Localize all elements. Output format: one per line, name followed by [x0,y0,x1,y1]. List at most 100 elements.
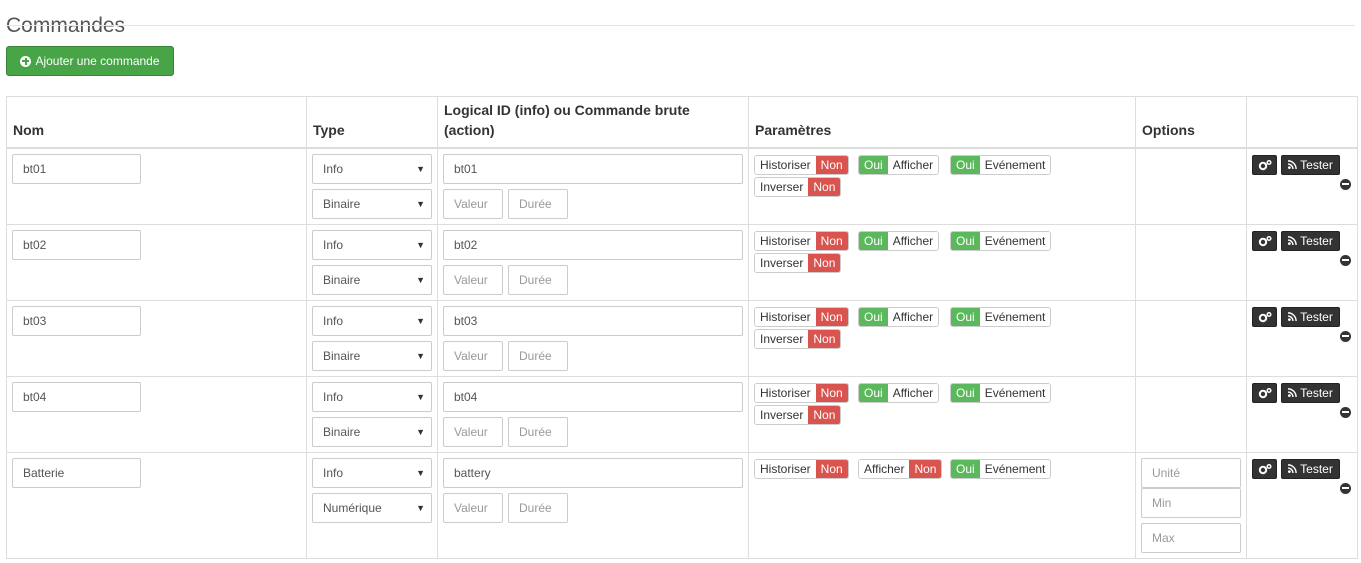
subtype-value: Binaire [323,424,361,439]
name-cell: bt03 [6,299,307,377]
subtype-select[interactable]: Binaire ▼ [312,416,432,447]
historiser-toggle[interactable]: Historiser Non [754,382,849,403]
rss-icon [1288,236,1297,245]
test-button[interactable]: Tester [1281,306,1340,327]
add-command-button[interactable]: Ajouter une commande [6,46,174,76]
configure-button[interactable] [1252,230,1277,251]
command-name-input[interactable]: Batterie [12,457,141,488]
afficher-toggle[interactable]: Oui Afficher [858,382,940,403]
test-button[interactable]: Tester [1281,382,1340,403]
evenement-toggle[interactable]: Oui Evénement [950,382,1052,403]
caret-down-icon: ▼ [416,391,425,402]
logical-id-value: battery [454,465,491,480]
command-name-input[interactable]: bt02 [12,229,141,260]
duree-input[interactable]: Durée [508,492,568,523]
inverser-toggle[interactable]: Inverser Non [754,328,842,349]
command-name-value: bt04 [23,389,47,404]
command-name-value: bt01 [23,161,47,176]
caret-down-icon: ▼ [416,163,425,174]
duree-input[interactable]: Durée [508,416,568,447]
subtype-select[interactable]: Binaire ▼ [312,264,432,295]
evenement-toggle[interactable]: Oui Evénement [950,154,1052,175]
subtype-select[interactable]: Binaire ▼ [312,340,432,371]
inverser-toggle[interactable]: Inverser Non [754,404,842,425]
duree-placeholder: Durée [519,348,552,363]
logical-id-input[interactable]: bt02 [443,229,743,260]
type-value: Info [323,465,344,480]
duree-input[interactable]: Durée [508,340,568,371]
remove-command-icon[interactable] [1340,178,1351,190]
unite-input[interactable]: Unité [1141,457,1241,488]
duree-input[interactable]: Durée [508,188,568,219]
caret-down-icon: ▼ [416,350,425,361]
logical-id-input[interactable]: battery [443,457,743,488]
afficher-toggle-label: Afficher [859,459,910,478]
configure-button[interactable] [1252,154,1277,175]
evenement-toggle[interactable]: Oui Evénement [950,230,1052,251]
inverser-toggle[interactable]: Inverser Non [754,252,842,273]
test-button[interactable]: Tester [1281,230,1340,251]
evenement-toggle[interactable]: Oui Evénement [950,306,1052,327]
min-input[interactable]: Min [1141,487,1241,518]
historiser-toggle[interactable]: Historiser Non [754,306,849,327]
duree-input[interactable]: Durée [508,264,568,295]
unite-input-placeholder: Unité [1152,465,1181,480]
historiser-toggle[interactable]: Historiser Non [754,154,849,175]
logical-id-input[interactable]: bt01 [443,153,743,184]
command-name-input[interactable]: bt03 [12,305,141,336]
remove-command-icon[interactable] [1340,254,1351,266]
valeur-input[interactable]: Valeur [443,416,503,447]
afficher-toggle[interactable]: Afficher Non [858,458,943,479]
command-name-input[interactable]: bt01 [12,153,141,184]
max-input[interactable]: Max [1141,522,1241,553]
type-select[interactable]: Info ▼ [312,381,432,412]
column-header-actions [1246,96,1358,149]
type-cell: Info ▼ Binaire ▼ [306,299,438,377]
type-select[interactable]: Info ▼ [312,457,432,488]
remove-command-icon[interactable] [1340,330,1351,342]
plus-circle-icon [20,55,32,67]
configure-button[interactable] [1252,382,1277,403]
afficher-toggle-label: Afficher [887,383,939,402]
evenement-toggle[interactable]: Oui Evénement [950,458,1052,479]
logical-id-input[interactable]: bt03 [443,305,743,336]
inverser-toggle[interactable]: Inverser Non [754,176,842,197]
historiser-toggle[interactable]: Historiser Non [754,458,849,479]
configure-button[interactable] [1252,458,1277,479]
page-title: Commandes [6,14,126,38]
table-row: Batterie Info ▼ Numérique ▼ battery Vale… [6,451,1358,559]
table-row: bt04 Info ▼ Binaire ▼ bt04 Valeur Durée [6,375,1358,453]
valeur-placeholder: Valeur [454,272,488,287]
valeur-input[interactable]: Valeur [443,492,503,523]
inverser-toggle-state: Non [808,177,841,196]
afficher-toggle[interactable]: Oui Afficher [858,154,940,175]
caret-down-icon: ▼ [416,274,425,285]
caret-down-icon: ▼ [416,239,425,250]
actions-cell: Tester [1246,299,1358,377]
type-value: Info [323,161,344,176]
type-select[interactable]: Info ▼ [312,153,432,184]
type-select[interactable]: Info ▼ [312,229,432,260]
command-name-input[interactable]: bt04 [12,381,141,412]
configure-button[interactable] [1252,306,1277,327]
afficher-toggle[interactable]: Oui Afficher [858,306,940,327]
type-select[interactable]: Info ▼ [312,305,432,336]
afficher-toggle[interactable]: Oui Afficher [858,230,940,251]
historiser-toggle-label: Historiser [755,307,816,326]
test-button-label: Tester [1300,233,1333,248]
subtype-select[interactable]: Numérique ▼ [312,492,432,523]
remove-command-icon[interactable] [1340,406,1351,418]
subtype-value: Binaire [323,272,361,287]
valeur-input[interactable]: Valeur [443,188,503,219]
command-name-value: bt02 [23,237,47,252]
test-button[interactable]: Tester [1281,154,1340,175]
test-button[interactable]: Tester [1281,458,1340,479]
historiser-toggle[interactable]: Historiser Non [754,230,849,251]
rss-icon [1288,388,1297,397]
logical-id-input[interactable]: bt04 [443,381,743,412]
remove-command-icon[interactable] [1340,482,1351,494]
valeur-input[interactable]: Valeur [443,340,503,371]
caret-down-icon: ▼ [416,315,425,326]
valeur-input[interactable]: Valeur [443,264,503,295]
subtype-select[interactable]: Binaire ▼ [312,188,432,219]
